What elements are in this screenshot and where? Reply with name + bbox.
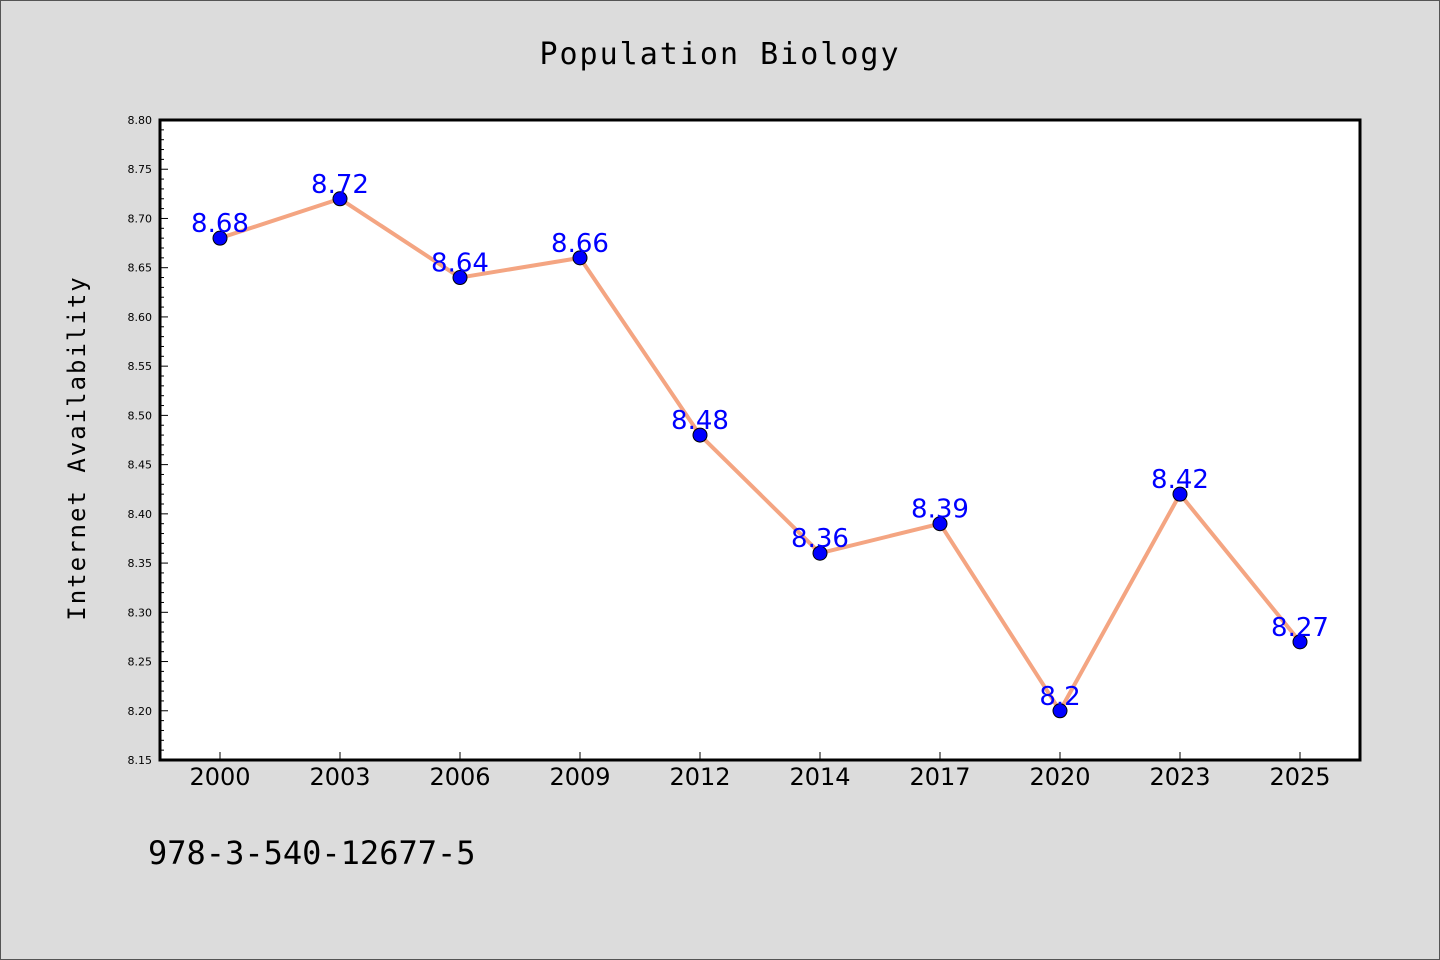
data-point-marker [1292, 634, 1308, 650]
isbn-annotation: 978-3-540-12677-5 [148, 834, 476, 872]
x-tick-label: 2009 [549, 763, 610, 791]
x-tick-label: 2020 [1029, 763, 1090, 791]
x-tick-label: 2000 [189, 763, 250, 791]
data-label: 8.39 [911, 495, 969, 525]
series-markers [212, 191, 1308, 719]
axis-ticks: 8.15 8.20 8.25 8.30 8.35 8.40 8.45 8.50 8.55 8.60… [128, 114, 1331, 791]
y-tick-label: 8.15 [128, 754, 153, 767]
data-label: 8.27 [1271, 613, 1329, 643]
data-point-marker [1052, 703, 1068, 719]
x-tick-label: 2023 [1149, 763, 1210, 791]
y-tick-label: 8.20 [128, 705, 153, 718]
x-tick-label: 2017 [909, 763, 970, 791]
data-label: 8.48 [671, 406, 729, 436]
y-tick-label: 8.75 [128, 163, 153, 176]
y-tick-label: 8.65 [128, 262, 153, 275]
data-point-marker [332, 191, 348, 207]
x-tick-label: 2003 [309, 763, 370, 791]
data-labels: 8.68 8.72 8.64 8.66 8.48 8.36 8.39 8.2 8.42 8.27 [191, 170, 1329, 712]
plot-area [160, 120, 1360, 760]
y-tick-label: 8.55 [128, 360, 153, 373]
data-point-marker [1172, 486, 1188, 502]
data-label: 8.68 [191, 209, 249, 239]
chart-title: Population Biology [539, 37, 900, 72]
y-tick-label: 8.80 [128, 114, 153, 127]
data-point-marker [452, 270, 468, 286]
x-tick-label: 2025 [1269, 763, 1330, 791]
data-label: 8.36 [791, 524, 849, 554]
x-tick-label: 2012 [669, 763, 730, 791]
series-line [219, 196, 1302, 713]
y-tick-label: 8.50 [128, 409, 153, 422]
data-label: 8.64 [431, 249, 489, 279]
data-point-marker [812, 545, 828, 561]
data-label: 8.66 [551, 229, 609, 259]
data-label: 8.42 [1151, 465, 1209, 495]
x-tick-label: 2006 [429, 763, 490, 791]
y-tick-label: 8.70 [128, 212, 153, 225]
y-axis-label: Internet Availability [63, 275, 91, 620]
y-tick-label: 8.35 [128, 557, 153, 570]
data-point-marker [572, 250, 588, 266]
x-tick-label: 2014 [789, 763, 850, 791]
y-tick-label: 8.25 [128, 656, 153, 669]
data-label: 8.2 [1039, 682, 1080, 712]
y-tick-label: 8.60 [128, 311, 153, 324]
series-polyline [219, 196, 1302, 713]
data-point-marker [692, 427, 708, 443]
y-tick-label: 8.40 [128, 508, 153, 521]
y-tick-label: 8.30 [128, 606, 153, 619]
data-label: 8.72 [311, 170, 369, 200]
plot-border [158, 118, 1362, 762]
data-point-marker [212, 230, 228, 246]
data-point-marker [932, 516, 948, 532]
y-tick-label: 8.45 [128, 459, 153, 472]
